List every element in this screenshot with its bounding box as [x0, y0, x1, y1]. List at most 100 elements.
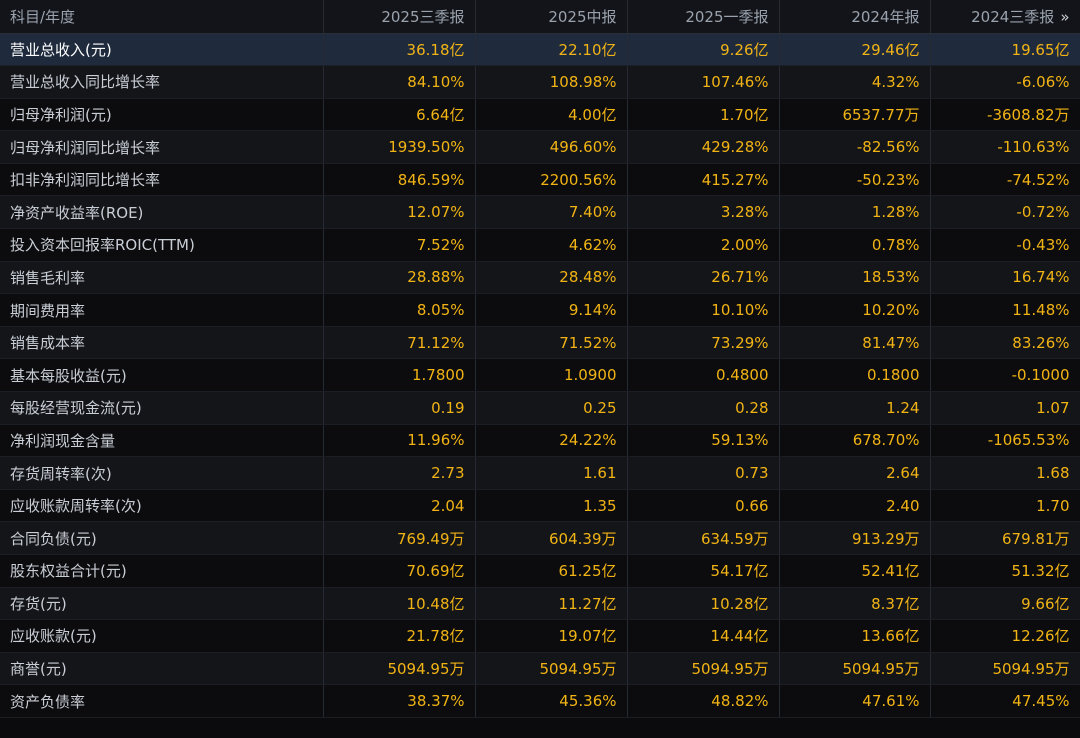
cell-value: 5094.95万 — [930, 652, 1080, 686]
cell-value: 107.46% — [627, 65, 780, 99]
cell-value: 3.28% — [627, 195, 780, 230]
header-period-2025h1[interactable]: 2025中报 — [475, 0, 628, 34]
cell-value: 10.48亿 — [323, 587, 476, 621]
table-row[interactable]: 每股经营现金流(元) 0.19 0.25 0.28 1.24 1.07 — [0, 391, 1080, 425]
row-label: 应收账款周转率(次) — [0, 489, 324, 523]
cell-value: -0.72% — [930, 195, 1080, 230]
cell-value: 26.71% — [627, 261, 780, 295]
cell-value: 13.66亿 — [779, 619, 931, 653]
table-row[interactable]: 营业总收入同比增长率 84.10% 108.98% 107.46% 4.32% -6.06… — [0, 65, 1080, 99]
cell-value: 71.52% — [475, 326, 628, 360]
table-row[interactable]: 存货周转率(次) 2.73 1.61 0.73 2.64 1.68 — [0, 456, 1080, 490]
cell-value: 7.40% — [475, 195, 628, 230]
table-row[interactable]: 期间费用率 8.05% 9.14% 10.10% 10.20% 11.48% — [0, 293, 1080, 327]
cell-value: 2.00% — [627, 228, 780, 262]
row-label: 归母净利润(元) — [0, 98, 324, 132]
header-period-2025q3[interactable]: 2025三季报 — [323, 0, 476, 34]
cell-value: 108.98% — [475, 65, 628, 99]
cell-value: -3608.82万 — [930, 98, 1080, 132]
cell-value: 9.14% — [475, 293, 628, 327]
cell-value: 14.44亿 — [627, 619, 780, 653]
row-label: 扣非净利润同比增长率 — [0, 163, 324, 197]
cell-value: 2200.56% — [475, 163, 628, 197]
cell-value: 0.25 — [475, 391, 628, 425]
cell-value: 8.37亿 — [779, 587, 931, 621]
cell-value: 28.48% — [475, 261, 628, 295]
cell-value: 84.10% — [323, 65, 476, 99]
table-row[interactable]: 合同负债(元) 769.49万 604.39万 634.59万 913.29万 679.8… — [0, 521, 1080, 555]
table-row[interactable]: 归母净利润(元) 6.64亿 4.00亿 1.70亿 6537.77万 -3608.82万 — [0, 98, 1080, 132]
cell-value: 19.65亿 — [930, 33, 1080, 67]
cell-value: 24.22% — [475, 424, 628, 458]
cell-value: 634.59万 — [627, 521, 780, 555]
row-label: 销售成本率 — [0, 326, 324, 360]
cell-value: 19.07亿 — [475, 619, 628, 653]
cell-value: 0.1800 — [779, 358, 931, 393]
header-period-2024q3[interactable]: 2024三季报 » — [930, 0, 1080, 34]
cell-value: 83.26% — [930, 326, 1080, 360]
cell-value: -50.23% — [779, 163, 931, 197]
table-row[interactable]: 营业总收入(元) 36.18亿 22.10亿 9.26亿 29.46亿 19.65亿 — [0, 33, 1080, 67]
table-row[interactable]: 销售毛利率 28.88% 28.48% 26.71% 18.53% 16.74% — [0, 261, 1080, 295]
table-row[interactable]: 净资产收益率(ROE) 12.07% 7.40% 3.28% 1.28% -0.72% — [0, 195, 1080, 230]
cell-value: 2.04 — [323, 489, 476, 523]
table-row[interactable]: 应收账款(元) 21.78亿 19.07亿 14.44亿 13.66亿 12.26亿 — [0, 619, 1080, 653]
table-row[interactable]: 净利润现金含量 11.96% 24.22% 59.13% 678.70% -1065.53… — [0, 424, 1080, 458]
header-period-2025q1[interactable]: 2025一季报 — [627, 0, 780, 34]
cell-value: 0.73 — [627, 456, 780, 490]
table-row[interactable]: 股东权益合计(元) 70.69亿 61.25亿 54.17亿 52.41亿 51.32亿 — [0, 554, 1080, 588]
cell-value: 6.64亿 — [323, 98, 476, 132]
cell-value: 22.10亿 — [475, 33, 628, 67]
cell-value: 16.74% — [930, 261, 1080, 295]
cell-value: 0.78% — [779, 228, 931, 262]
header-period-2024fy[interactable]: 2024年报 — [779, 0, 931, 34]
cell-value: 5094.95万 — [627, 652, 780, 686]
cell-value: 29.46亿 — [779, 33, 931, 67]
row-label: 合同负债(元) — [0, 521, 324, 555]
cell-value: 1.28% — [779, 195, 931, 230]
table-row[interactable]: 商誉(元) 5094.95万 5094.95万 5094.95万 5094.95万 509… — [0, 652, 1080, 686]
header-period-2024q3-label: 2024三季报 — [971, 7, 1055, 26]
cell-value: 0.28 — [627, 391, 780, 425]
row-label: 基本每股收益(元) — [0, 358, 324, 393]
table-row[interactable]: 扣非净利润同比增长率 846.59% 2200.56% 415.27% -50.23% -… — [0, 163, 1080, 197]
cell-value: 8.05% — [323, 293, 476, 327]
cell-value: 678.70% — [779, 424, 931, 458]
table-row[interactable]: 归母净利润同比增长率 1939.50% 496.60% 429.28% -82.56% -… — [0, 130, 1080, 164]
cell-value: 81.47% — [779, 326, 931, 360]
cell-value: 1.07 — [930, 391, 1080, 425]
more-columns-icon[interactable]: » — [1060, 7, 1070, 26]
cell-value: 18.53% — [779, 261, 931, 295]
cell-value: 0.4800 — [627, 358, 780, 393]
cell-value: 2.64 — [779, 456, 931, 490]
cell-value: 5094.95万 — [779, 652, 931, 686]
cell-value: 1939.50% — [323, 130, 476, 164]
cell-value: 10.10% — [627, 293, 780, 327]
row-label: 存货周转率(次) — [0, 456, 324, 490]
cell-value: 38.37% — [323, 684, 476, 718]
cell-value: 604.39万 — [475, 521, 628, 555]
cell-value: 4.00亿 — [475, 98, 628, 132]
row-label: 应收账款(元) — [0, 619, 324, 653]
cell-value: 496.60% — [475, 130, 628, 164]
cell-value: 11.96% — [323, 424, 476, 458]
cell-value: 12.07% — [323, 195, 476, 230]
cell-value: 769.49万 — [323, 521, 476, 555]
table-row[interactable]: 存货(元) 10.48亿 11.27亿 10.28亿 8.37亿 9.66亿 — [0, 587, 1080, 621]
table-row[interactable]: 销售成本率 71.12% 71.52% 73.29% 81.47% 83.26% — [0, 326, 1080, 360]
cell-value: 2.40 — [779, 489, 931, 523]
row-label: 投入资本回报率ROIC(TTM) — [0, 228, 324, 262]
cell-value: -82.56% — [779, 130, 931, 164]
table-row[interactable]: 投入资本回报率ROIC(TTM) 7.52% 4.62% 2.00% 0.78% -0.4… — [0, 228, 1080, 262]
cell-value: 71.12% — [323, 326, 476, 360]
table-row[interactable]: 基本每股收益(元) 1.7800 1.0900 0.4800 0.1800 -0.1000 — [0, 358, 1080, 393]
cell-value: 36.18亿 — [323, 33, 476, 67]
row-label: 每股经营现金流(元) — [0, 391, 324, 425]
table-row[interactable]: 资产负债率 38.37% 45.36% 48.82% 47.61% 47.45% — [0, 684, 1080, 718]
cell-value: 70.69亿 — [323, 554, 476, 588]
cell-value: 11.48% — [930, 293, 1080, 327]
table-row[interactable]: 应收账款周转率(次) 2.04 1.35 0.66 2.40 1.70 — [0, 489, 1080, 523]
cell-value: 52.41亿 — [779, 554, 931, 588]
cell-value: 10.28亿 — [627, 587, 780, 621]
cell-value: 1.68 — [930, 456, 1080, 490]
